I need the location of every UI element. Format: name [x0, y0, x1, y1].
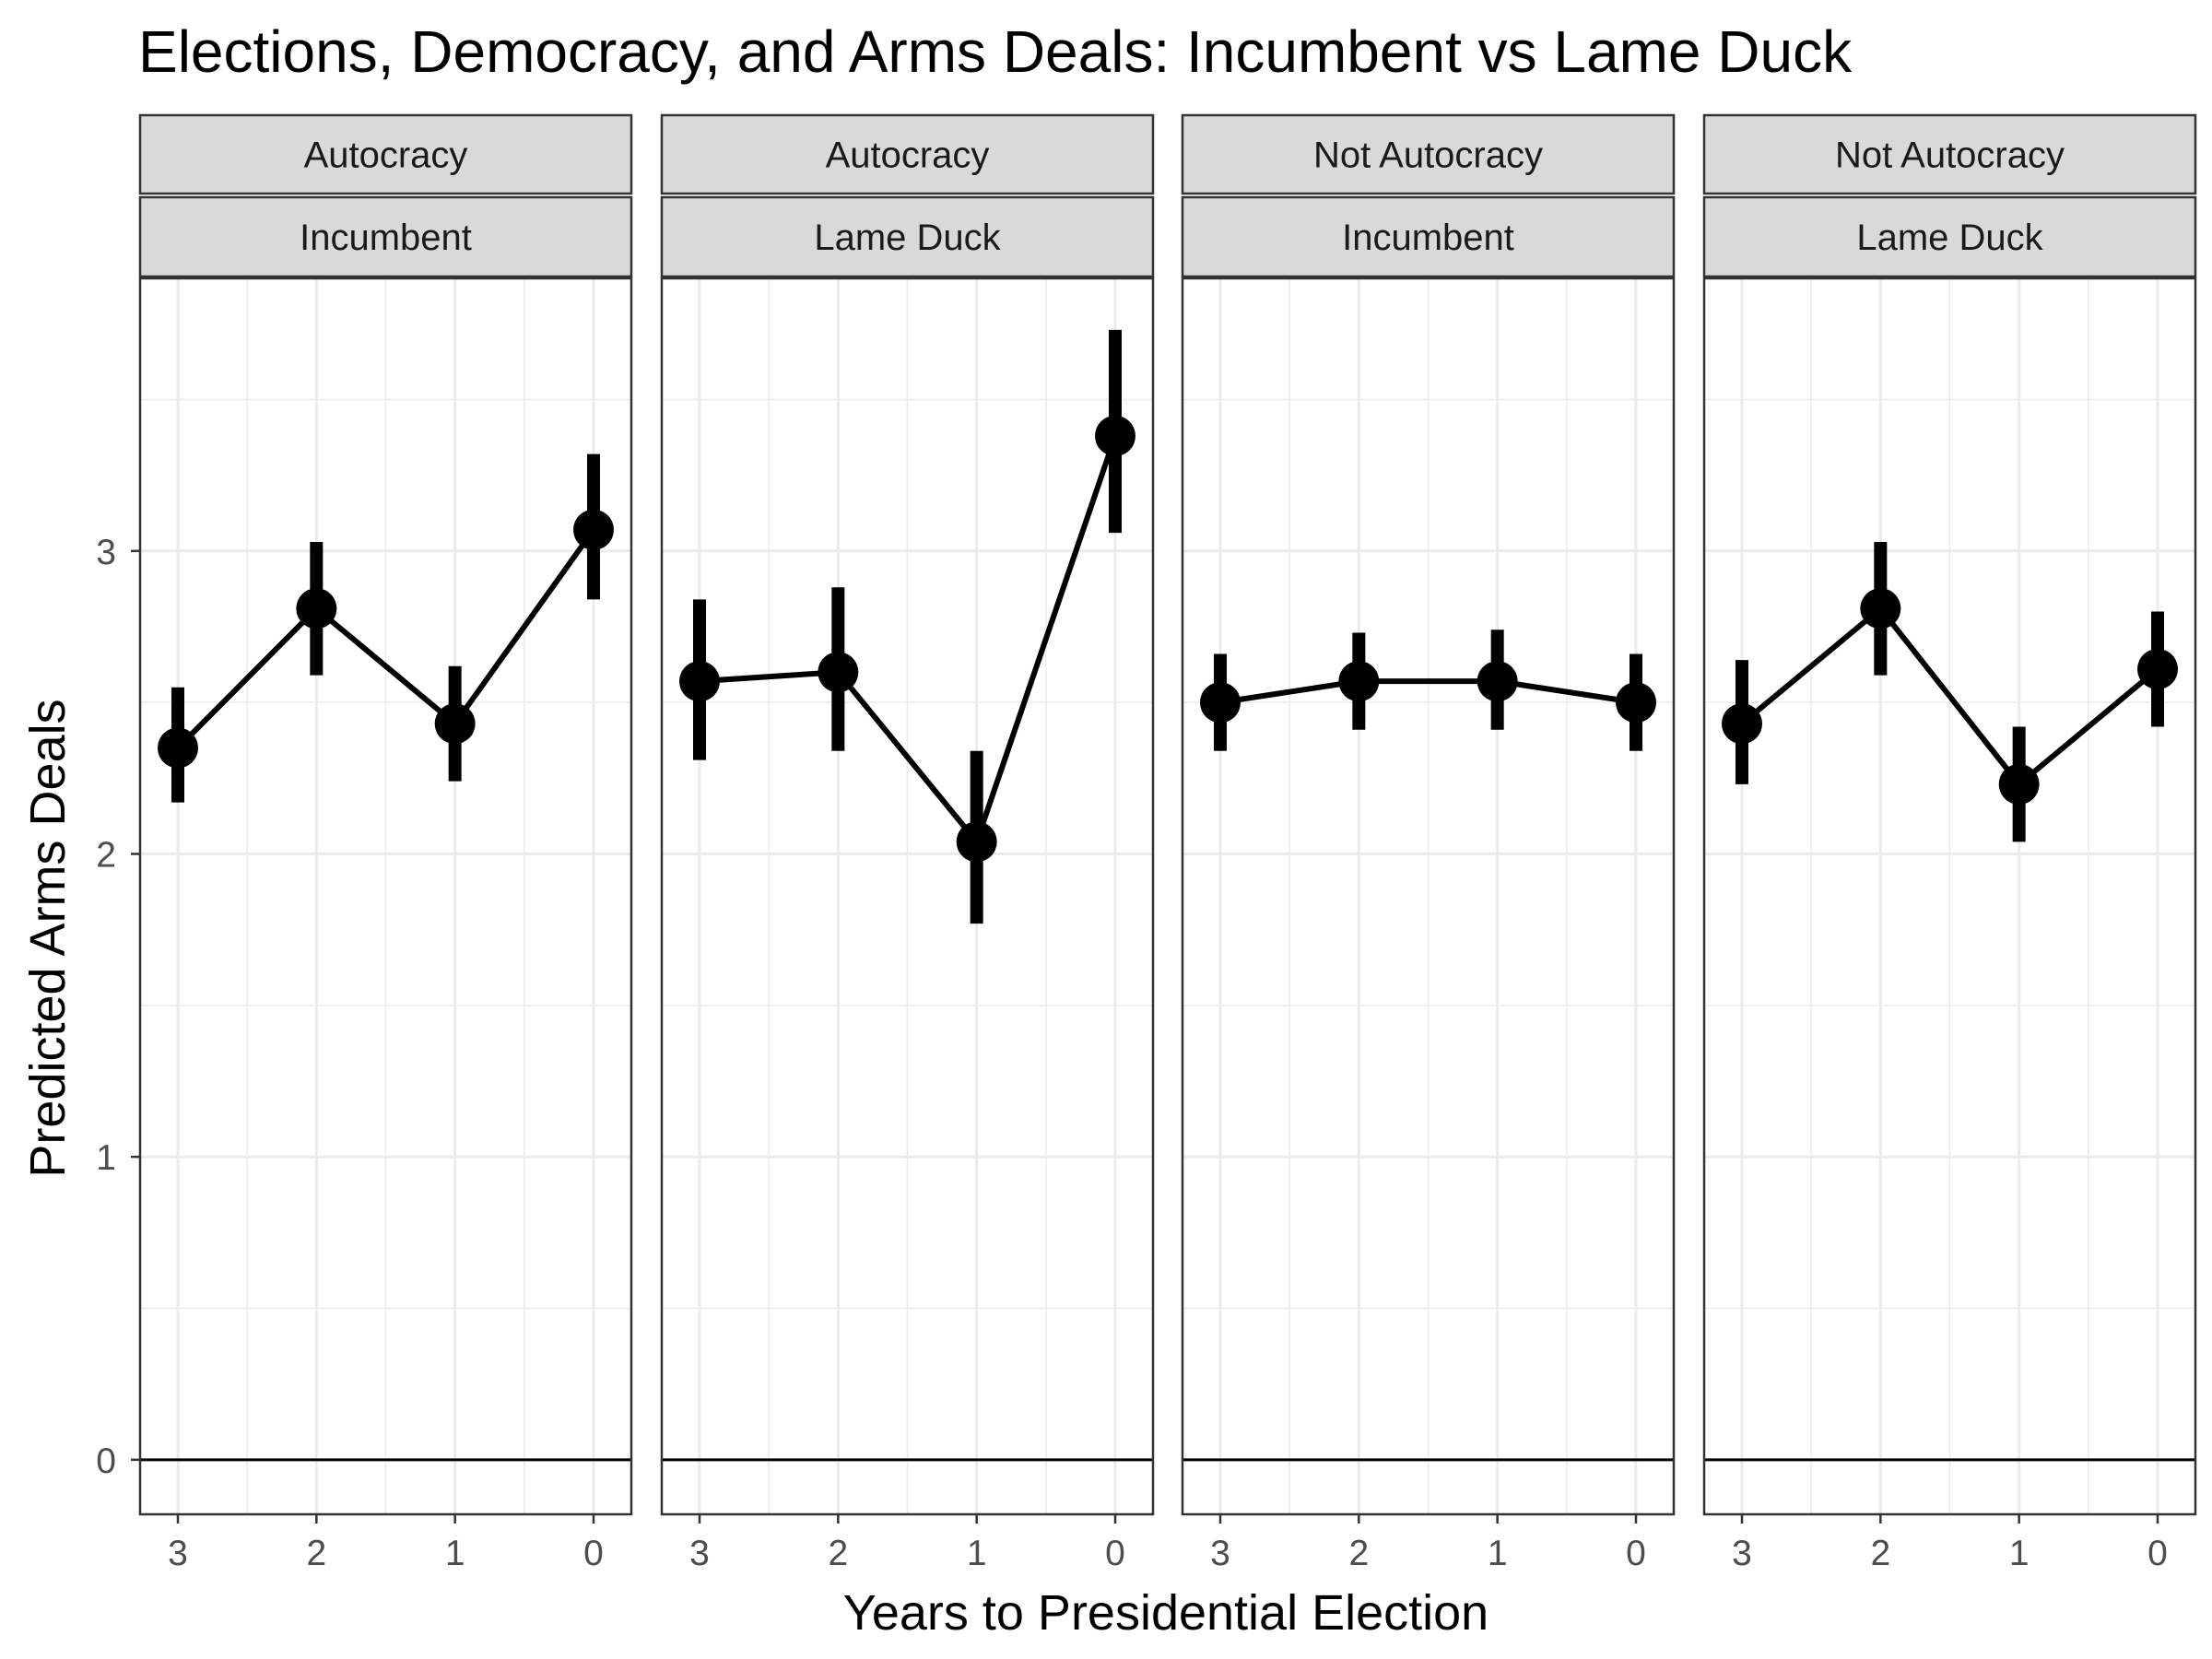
- x-tick-label: 3: [168, 1534, 188, 1573]
- strip-top-background: [660, 113, 1155, 195]
- strip-top-label: Autocracy: [826, 135, 990, 176]
- data-point: [1477, 661, 1518, 702]
- data-point: [679, 661, 720, 702]
- facet-panels: Autocracy Incumbent 3 2 1 0 Autocracy Lame Duck…: [138, 113, 2197, 1573]
- x-tick-label: 1: [2009, 1534, 2030, 1573]
- strip-bottom-background: [1702, 195, 2197, 278]
- x-tick-label: 1: [967, 1534, 987, 1573]
- panel-border: [138, 276, 633, 1516]
- x-axis-title: Years to Presidential Election: [843, 1585, 1488, 1641]
- x-tick-label: 1: [1488, 1534, 1508, 1573]
- y-tick-label: 1: [96, 1138, 116, 1178]
- data-point: [818, 652, 859, 693]
- facet-panel: Autocracy Lame Duck 3 2 1 0: [660, 113, 1155, 1573]
- data-point: [1095, 415, 1135, 456]
- panel-border: [1181, 276, 1676, 1516]
- y-axis-title: Predicted Arms Deals: [20, 699, 76, 1177]
- x-tick-label: 0: [1105, 1534, 1125, 1573]
- x-tick-label: 3: [689, 1534, 710, 1573]
- strip-top-label: Not Autocracy: [1313, 135, 1543, 176]
- y-tick-label: 3: [96, 533, 116, 572]
- data-point: [1338, 661, 1380, 702]
- series-line: [699, 434, 1118, 845]
- data-point: [2137, 648, 2178, 689]
- series-line: [1219, 678, 1637, 706]
- strip-bottom-label: Incumbent: [300, 218, 472, 258]
- x-tick-label: 2: [828, 1534, 848, 1573]
- strip-bottom-label: Incumbent: [1342, 218, 1514, 258]
- strip-bottom-background: [660, 195, 1155, 278]
- data-point: [1616, 682, 1656, 724]
- strip-bottom-label: Lame Duck: [1856, 218, 2043, 258]
- strip-bottom-background: [1181, 195, 1676, 278]
- data-point: [573, 509, 614, 550]
- series-line: [1740, 606, 2159, 787]
- strip-top-label: Not Autocracy: [1835, 135, 2065, 176]
- strip-top-background: [1181, 113, 1676, 195]
- data-point: [1200, 682, 1241, 724]
- panel-border: [660, 276, 1155, 1516]
- data-point: [1722, 703, 1762, 745]
- strip-top-background: [138, 113, 633, 195]
- x-tick-label: 0: [2147, 1534, 2168, 1573]
- strip-top-background: [1702, 113, 2197, 195]
- data-point: [1860, 588, 1901, 629]
- strip-bottom-label: Lame Duck: [814, 218, 1001, 258]
- x-tick-label: 3: [1210, 1534, 1230, 1573]
- x-tick-label: 3: [1732, 1534, 1752, 1573]
- x-tick-label: 1: [445, 1534, 465, 1573]
- data-point: [1998, 763, 2040, 805]
- chart-title: Elections, Democracy, and Arms Deals: In…: [138, 18, 1853, 85]
- y-tick-label: 2: [96, 835, 116, 875]
- x-tick-label: 2: [306, 1534, 326, 1573]
- y-axis: 0 1 2 3: [96, 533, 140, 1481]
- facet-panel: Not Autocracy Lame Duck 3 2 1 0: [1702, 113, 2197, 1573]
- facet-panel: Autocracy Incumbent 3 2 1 0: [138, 113, 633, 1573]
- y-tick-label: 0: [96, 1441, 116, 1481]
- data-point: [434, 703, 476, 745]
- data-point: [956, 821, 997, 863]
- x-tick-label: 2: [1348, 1534, 1369, 1573]
- x-tick-label: 0: [1626, 1534, 1646, 1573]
- panel-border: [1702, 276, 2197, 1516]
- x-tick-label: 2: [1870, 1534, 1890, 1573]
- strip-bottom-background: [138, 195, 633, 278]
- data-point: [158, 727, 198, 769]
- data-point: [296, 588, 337, 629]
- series-line: [175, 528, 596, 750]
- x-tick-label: 0: [583, 1534, 604, 1573]
- strip-top-label: Autocracy: [304, 135, 468, 176]
- facet-panel: Not Autocracy Incumbent 3 2 1 0: [1181, 113, 1676, 1573]
